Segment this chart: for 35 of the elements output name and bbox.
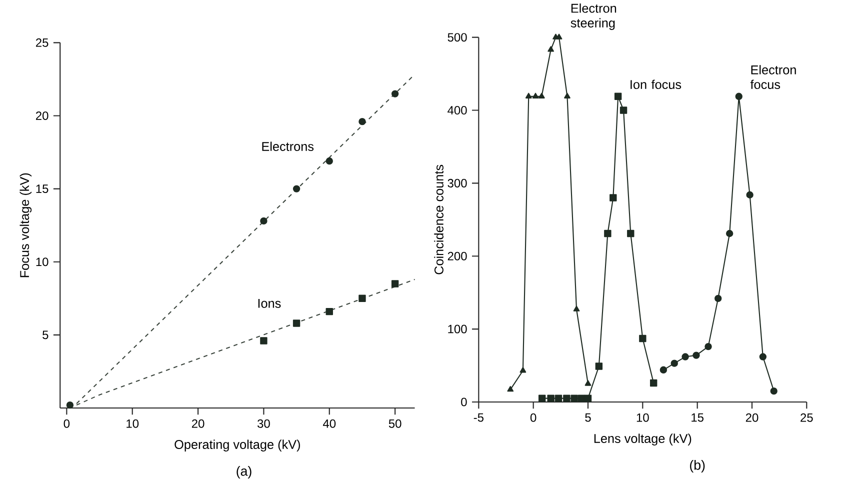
y-tick-label: 5 [42, 330, 48, 340]
y-tick-label: 200 [448, 252, 467, 260]
y-tick-label: 25 [36, 38, 48, 47]
x-tick-label: 10 [126, 419, 139, 428]
x-tick-label: 30 [257, 419, 270, 428]
text: (b) [690, 460, 705, 472]
series-label: Electrons [262, 142, 314, 151]
x-tick-label: 20 [192, 419, 204, 428]
y-axis-title: Focus voltage (kV) [20, 173, 32, 278]
x-axis-title: Operating voltage (kV) [174, 440, 300, 452]
x-tick-label: 10 [636, 413, 649, 422]
x-tick-label: 50 [388, 419, 402, 428]
annotation: Electron focus [750, 65, 796, 90]
x-tick-label: 20 [746, 413, 758, 422]
y-tick-label: 10 [36, 258, 48, 266]
text: (a) [236, 466, 252, 478]
y-tick-label: 300 [448, 178, 467, 188]
y-tick-label: 400 [448, 106, 467, 115]
x-axis-title: Lens voltage (kV) [594, 434, 692, 446]
y-tick-label: 500 [448, 33, 467, 42]
x-tick-label: 0 [530, 413, 536, 422]
series-label: Ions [258, 299, 281, 308]
x-tick-label: 5 [585, 413, 591, 422]
y-tick-label: 20 [36, 111, 48, 120]
annotation: Electron steering [570, 3, 616, 30]
x-tick-label: 0 [64, 419, 70, 428]
x-tick-label: 25 [800, 413, 813, 422]
x-tick-label: 15 [692, 413, 704, 422]
y-tick-label: 100 [448, 324, 467, 334]
y-tick-label: 15 [36, 184, 48, 193]
x-tick-label: 40 [322, 419, 336, 428]
y-tick-label: 0 [461, 398, 467, 406]
y-axis-title: Coincidence counts [434, 164, 444, 274]
annotation: Ion focus [630, 80, 682, 90]
x-tick-label: -5 [474, 413, 484, 422]
